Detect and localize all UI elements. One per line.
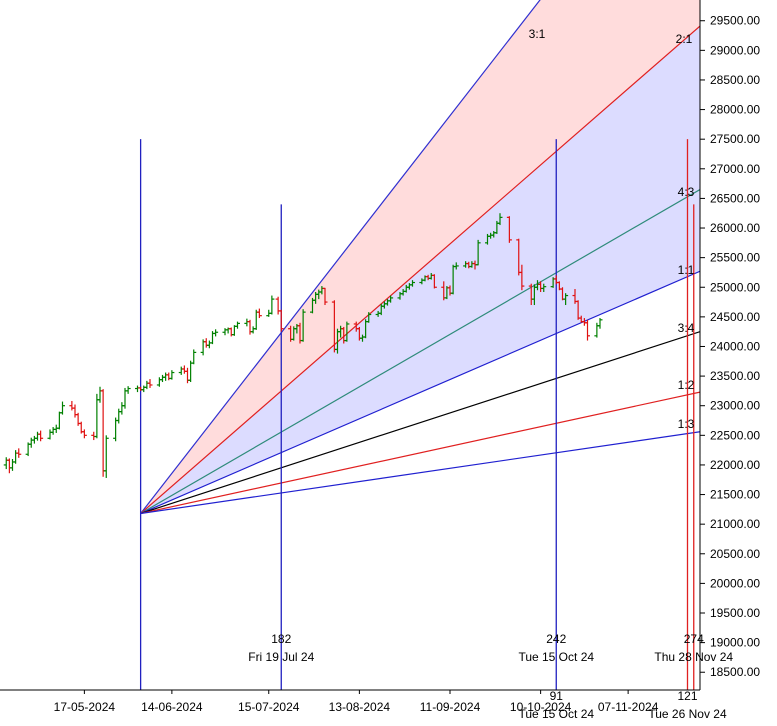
y-tick-label: 27500.00 <box>710 132 760 146</box>
marker-date-2: Tue 15 Oct 24 <box>518 650 594 664</box>
y-tick-label: 21500.00 <box>710 488 760 502</box>
ohlc-bar <box>322 287 328 306</box>
marker-date-1: Fri 19 Jul 24 <box>248 650 314 664</box>
y-tick-label: 23500.00 <box>710 369 760 383</box>
ohlc-bar <box>38 430 44 442</box>
ohlc-bar <box>563 293 569 306</box>
ohlc-bar <box>453 262 459 270</box>
ohlc-bar <box>497 213 503 226</box>
gann-label-2-1: 2:1 <box>676 32 693 46</box>
ohlc-bar <box>256 308 262 319</box>
ohlc-bar <box>147 379 153 388</box>
x-tick-label: 13-08-2024 <box>329 700 391 714</box>
ohlc-bar <box>278 309 284 332</box>
ohlc-bar <box>300 309 306 342</box>
y-tick-label: 22000.00 <box>710 458 760 472</box>
ohlc-bar <box>506 216 512 243</box>
y-tick-label: 19500.00 <box>710 606 760 620</box>
gann-label-4-3: 4:3 <box>678 185 695 199</box>
gann-label-1-2: 1:2 <box>678 378 695 392</box>
ohlc-bar <box>585 319 590 341</box>
ohlc-bar <box>125 386 131 394</box>
marker-count-4: 274 <box>684 632 704 646</box>
y-tick-label: 23000.00 <box>710 399 760 413</box>
x-tick-label: 11-09-2024 <box>420 700 481 714</box>
marker-bottom-date-2: Tue 15 Oct 24 <box>518 707 594 721</box>
x-tick-label: 15-07-2024 <box>238 700 300 714</box>
ohlc-bar <box>60 401 65 415</box>
x-tick-label: 14-06-2024 <box>141 700 203 714</box>
ohlc-bar <box>366 312 372 323</box>
y-tick-label: 19000.00 <box>710 636 760 650</box>
marker-bottom-count-2: 91 <box>550 689 564 703</box>
ohlc-bar <box>344 321 350 342</box>
x-tick-label: 10-10-2024 <box>510 700 572 714</box>
plot-area <box>3 0 700 690</box>
ohlc-bar <box>213 329 219 337</box>
ohlc-bar <box>169 370 175 380</box>
gann-line-1-2 <box>140 391 700 515</box>
marker-bottom-count-3: 121 <box>677 689 697 703</box>
ohlc-bar <box>519 264 525 291</box>
gann-fan-upper-fill <box>140 0 700 514</box>
y-tick-label: 20500.00 <box>710 547 760 561</box>
ohlc-bar <box>103 435 109 478</box>
gann-line-1-1 <box>140 270 700 515</box>
gann-label-1-3: 1:3 <box>678 417 695 431</box>
marker-date-4: Thu 28 Nov 24 <box>654 650 733 664</box>
gann-label-1-1: 1:1 <box>678 263 695 277</box>
y-tick-label: 26500.00 <box>710 191 760 205</box>
y-tick-label: 26000.00 <box>710 221 760 235</box>
ohlc-bar <box>269 295 275 315</box>
y-tick-label: 21000.00 <box>710 517 760 531</box>
y-tick-label: 18500.00 <box>710 665 760 679</box>
ohlc-bar <box>410 280 415 287</box>
x-tick-label: 07-11-2024 <box>598 700 659 714</box>
gann-label-3-4: 3:4 <box>678 321 695 335</box>
gann-line-3-1 <box>140 0 541 514</box>
ohlc-bar <box>431 274 437 289</box>
ohlc-bar <box>191 349 197 365</box>
marker-count-2: 242 <box>546 632 566 646</box>
ohlc-bar <box>475 239 481 266</box>
y-tick-label: 29500.00 <box>710 14 760 28</box>
y-tick-label: 20000.00 <box>710 576 760 590</box>
ohlc-bar <box>16 448 22 458</box>
gann-label-3-1: 3:1 <box>529 27 546 41</box>
y-tick-label: 28500.00 <box>710 73 760 87</box>
marker-bottom-date-3: Tue 26 Nov 24 <box>648 707 727 721</box>
ohlc-bar <box>541 283 547 292</box>
y-tick-label: 25000.00 <box>710 280 760 294</box>
y-tick-label: 25500.00 <box>710 251 760 265</box>
x-tick-label: 17-05-2024 <box>54 700 116 714</box>
y-tick-label: 22500.00 <box>710 428 760 442</box>
ohlc-bar <box>388 295 394 303</box>
ohlc-bar <box>235 321 240 329</box>
gann-line-2-1 <box>140 25 700 514</box>
y-tick-label: 28000.00 <box>710 103 760 117</box>
gann-line-3-4 <box>140 331 700 515</box>
y-tick-label: 29000.00 <box>710 43 760 57</box>
y-tick-label: 24000.00 <box>710 339 760 353</box>
ohlc-bar <box>597 318 603 329</box>
gann-line-1-3 <box>140 431 700 515</box>
y-tick-label: 24500.00 <box>710 310 760 324</box>
marker-count-1: 182 <box>271 632 291 646</box>
gann-line-4-3 <box>140 189 700 515</box>
ohlc-bar <box>81 429 87 439</box>
y-tick-label: 27000.00 <box>710 162 760 176</box>
